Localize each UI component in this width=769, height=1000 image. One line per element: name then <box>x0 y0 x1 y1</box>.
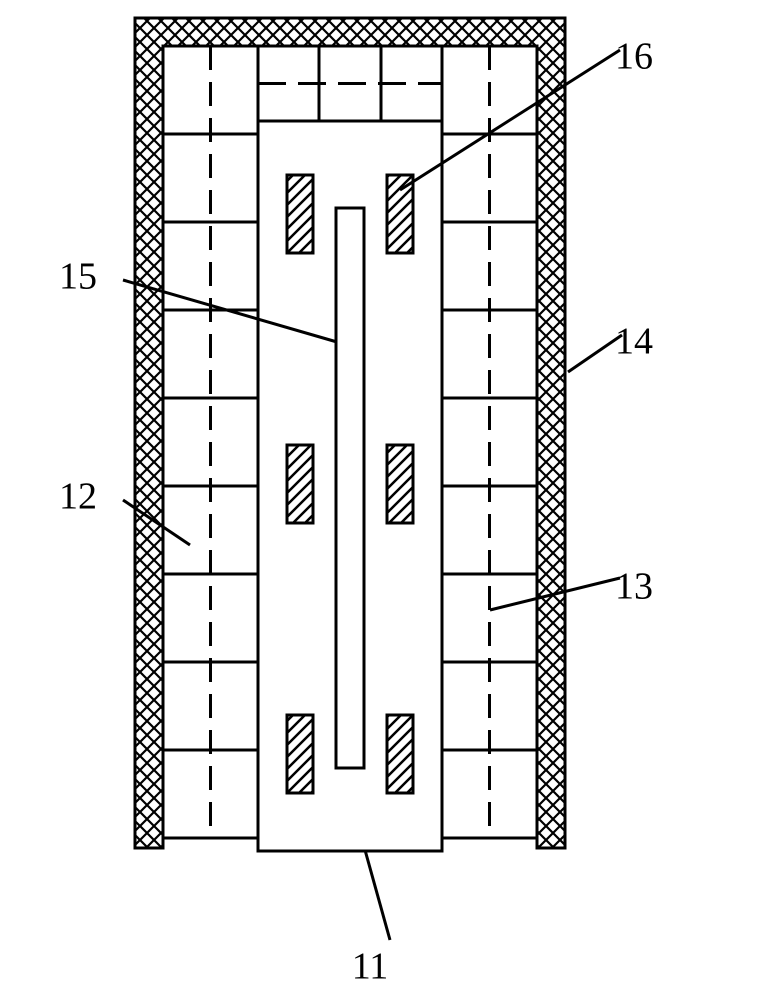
label-13: 13 <box>615 566 653 608</box>
label-15: 15 <box>59 256 97 298</box>
label-11: 11 <box>352 946 389 988</box>
technical-diagram: 11 12 13 14 15 16 <box>0 0 769 1000</box>
label-12: 12 <box>59 476 97 518</box>
top-blocks <box>258 46 442 121</box>
label-14: 14 <box>615 321 653 363</box>
label-16: 16 <box>615 36 653 78</box>
